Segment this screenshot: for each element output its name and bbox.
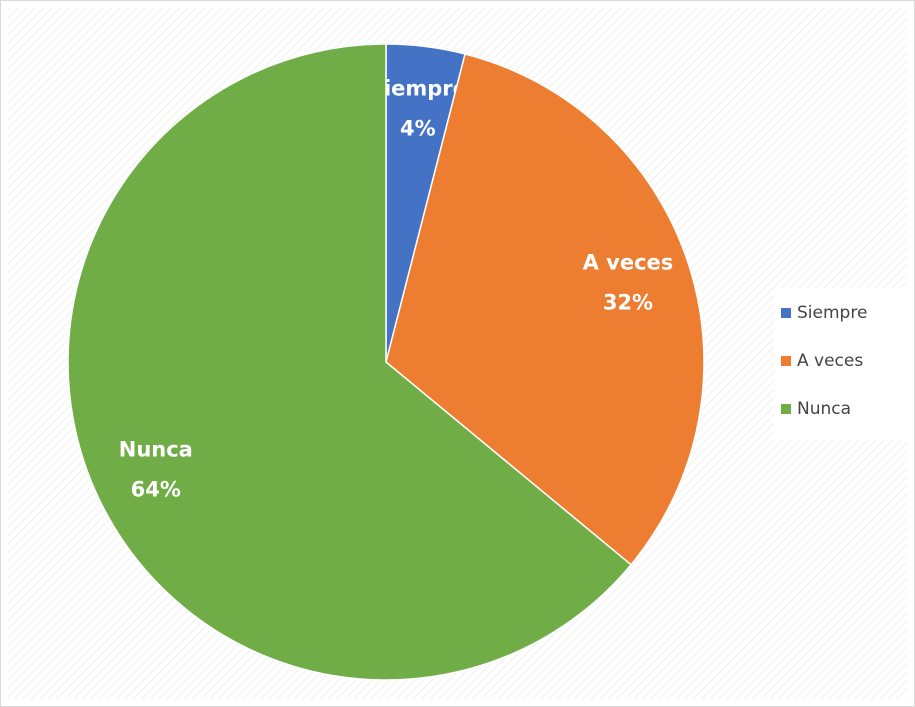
data-label-name: Nunca [119, 437, 193, 461]
legend-label: A veces [797, 351, 863, 371]
legend-box [774, 288, 907, 440]
pie-slice [385, 53, 705, 566]
data-label-value: 32% [603, 290, 653, 314]
legend-label: Nunca [797, 399, 851, 419]
data-label-value: 64% [131, 477, 181, 501]
legend-marker [781, 404, 791, 414]
legend-marker [781, 308, 791, 318]
data-label-name: A veces [583, 250, 674, 274]
legend-label: Siempre [797, 303, 867, 323]
legend-marker [781, 356, 791, 366]
pie-slice [67, 43, 633, 681]
data-label-value: 4% [400, 117, 436, 141]
